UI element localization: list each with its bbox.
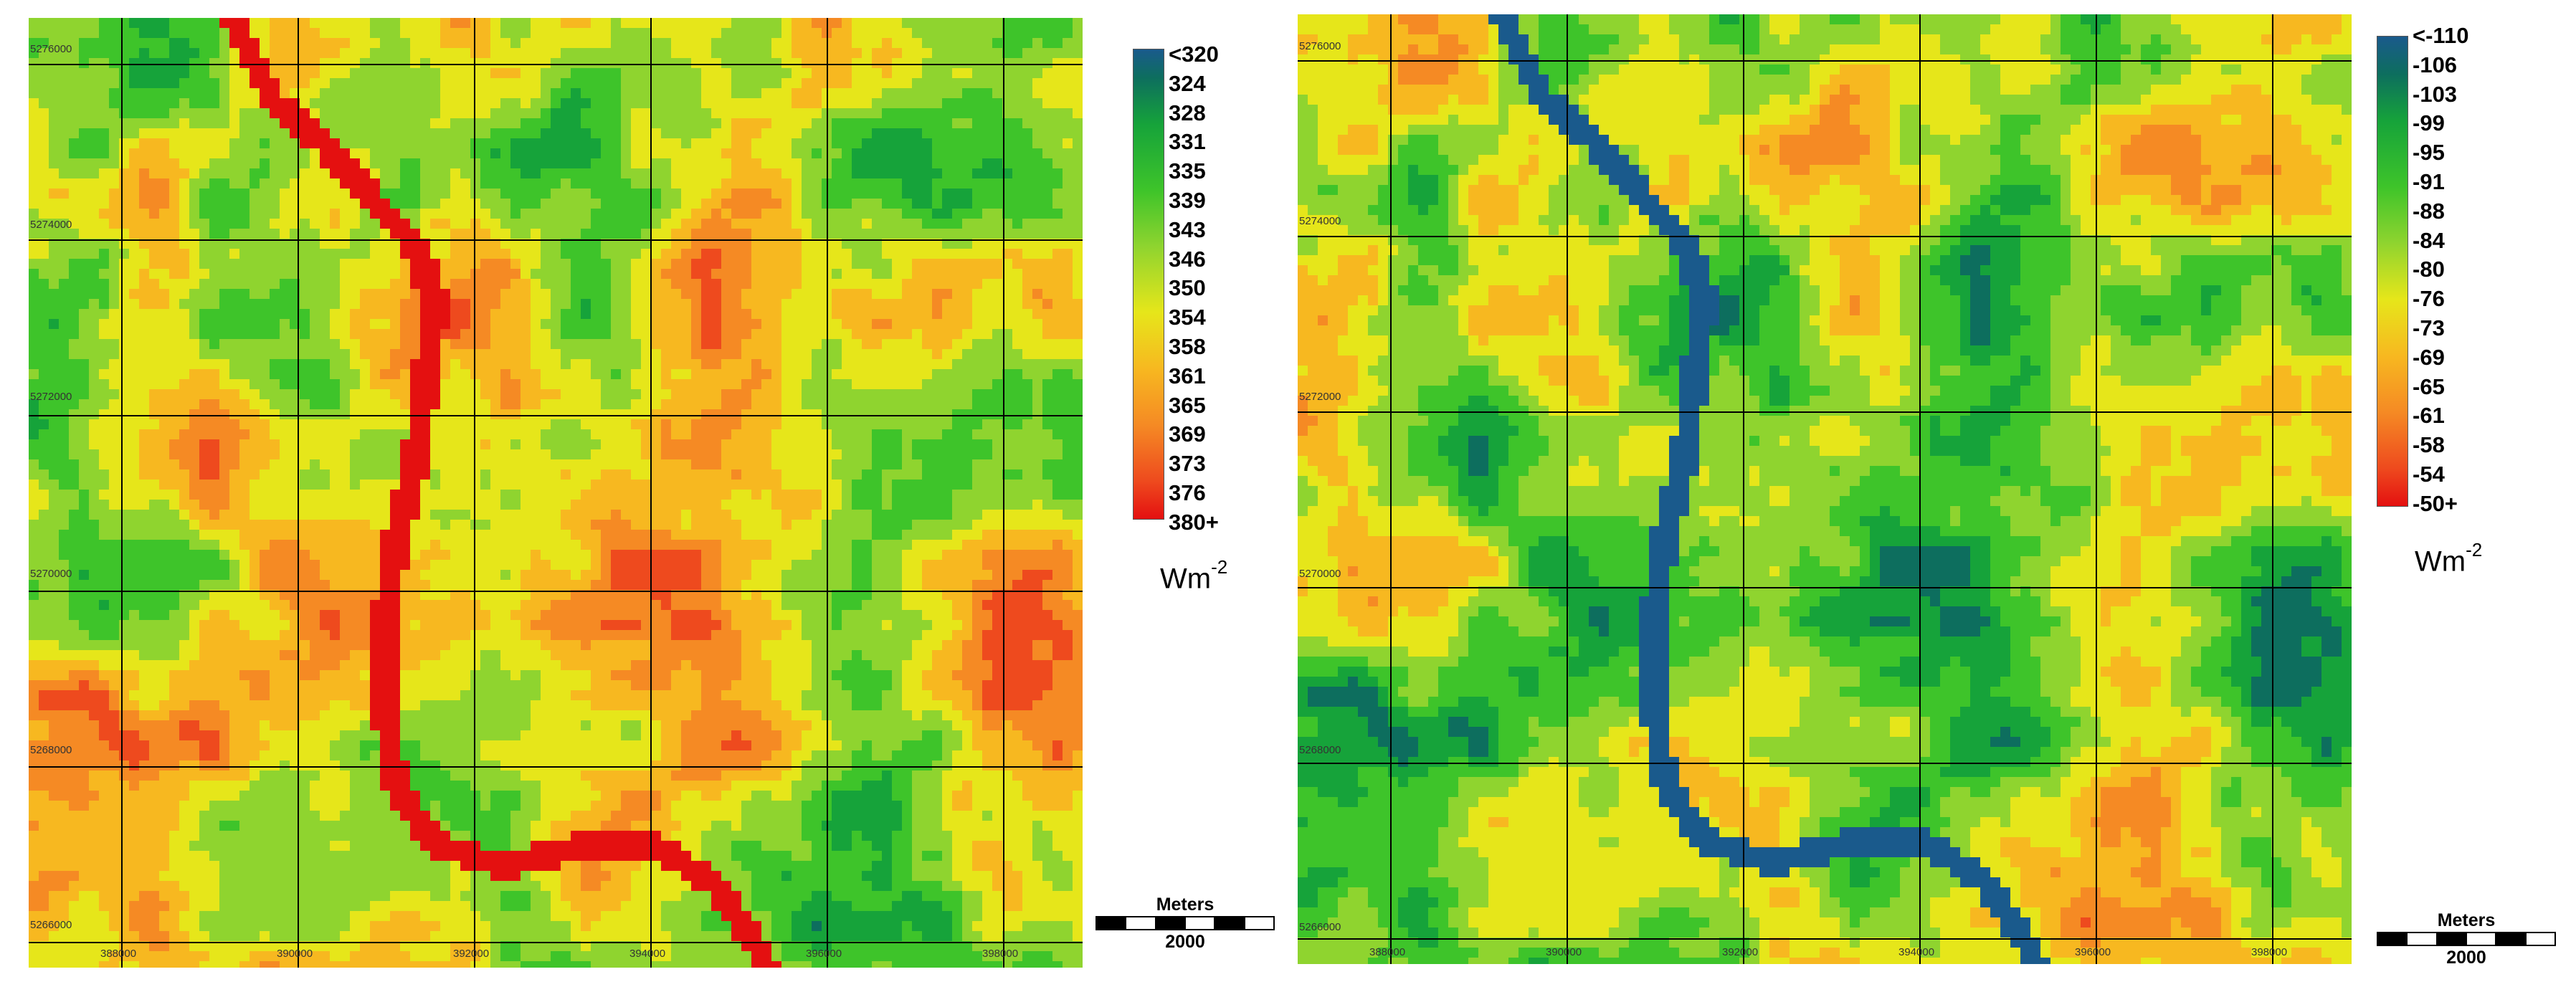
legend-label: -58: [2413, 431, 2468, 460]
right-northing-label: 5274000: [1299, 215, 1341, 227]
right-northing-label: 5276000: [1299, 40, 1341, 52]
left-easting-label: 398000: [982, 948, 1018, 960]
left-easting-label: 394000: [629, 948, 665, 960]
left-northing-label: 5272000: [30, 391, 72, 403]
scale-bar-title: Meters: [2377, 910, 2556, 930]
legend-label: -54: [2413, 460, 2468, 490]
right-northing-label: 5270000: [1299, 568, 1341, 580]
left-easting-label: 392000: [453, 948, 489, 960]
left-northing-label: 5270000: [30, 568, 72, 580]
legend-label: -76: [2413, 285, 2468, 314]
legend-label: -103: [2413, 80, 2468, 110]
legend-label: 328: [1169, 99, 1219, 128]
left-scale-bar: Meters 2000: [1095, 895, 1275, 952]
unit-text: Wm: [1160, 563, 1211, 594]
legend-label: 369: [1169, 420, 1219, 449]
legend-label: 324: [1169, 70, 1219, 99]
right-map-panel: 5276000 5274000 5272000 5270000 5268000 …: [1283, 0, 2576, 992]
right-legend-colorbar: [2377, 36, 2408, 507]
left-northing-label: 5276000: [30, 43, 72, 55]
right-scale-bar: Meters 2000: [2377, 910, 2556, 968]
legend-label: -91: [2413, 168, 2468, 197]
legend-label: 343: [1169, 216, 1219, 245]
legend-label: 350: [1169, 274, 1219, 303]
legend-label: 335: [1169, 157, 1219, 186]
unit-exponent: -2: [1211, 556, 1227, 578]
left-easting-label: 388000: [100, 948, 136, 960]
legend-label: -69: [2413, 343, 2468, 373]
scale-bar-title: Meters: [1095, 895, 1275, 915]
legend-label: 331: [1169, 128, 1219, 157]
right-easting-label: 398000: [2251, 946, 2287, 958]
left-easting-label: 396000: [806, 948, 842, 960]
left-northing-label: 5274000: [30, 219, 72, 231]
left-legend-labels: <320 324 328 331 335 339 343 346 350 354…: [1169, 40, 1219, 538]
scale-bar-graphic: [2377, 932, 2556, 946]
legend-label: -65: [2413, 373, 2468, 402]
right-northing-label: 5272000: [1299, 391, 1341, 403]
legend-label: -84: [2413, 226, 2468, 256]
legend-label: -88: [2413, 197, 2468, 226]
legend-label: -80: [2413, 255, 2468, 285]
legend-label: -99: [2413, 109, 2468, 138]
right-easting-label: 388000: [1369, 946, 1405, 958]
legend-label: 358: [1169, 333, 1219, 362]
legend-label: -73: [2413, 314, 2468, 343]
right-easting-label: 396000: [2075, 946, 2111, 958]
scale-bar-value: 2000: [2377, 948, 2556, 968]
legend-label: <320: [1169, 40, 1219, 70]
legend-label: -50+: [2413, 490, 2468, 519]
right-easting-label: 390000: [1546, 946, 1582, 958]
legend-label: -61: [2413, 401, 2468, 431]
legend-label: -95: [2413, 138, 2468, 168]
right-easting-label: 394000: [1898, 946, 1934, 958]
left-unit-label: Wm-2: [1160, 556, 1227, 595]
legend-label: 361: [1169, 362, 1219, 391]
legend-label: 376: [1169, 479, 1219, 508]
legend-label: 365: [1169, 391, 1219, 421]
left-legend-colorbar: [1133, 49, 1164, 520]
legend-label: <-110: [2413, 22, 2468, 51]
right-easting-label: 392000: [1722, 946, 1758, 958]
scale-bar-value: 2000: [1095, 932, 1275, 952]
legend-label: 354: [1169, 303, 1219, 333]
right-northing-label: 5266000: [1299, 921, 1341, 933]
left-northing-label: 5266000: [30, 919, 72, 931]
unit-text: Wm: [2415, 545, 2466, 577]
unit-exponent: -2: [2466, 539, 2482, 561]
right-northing-label: 5268000: [1299, 744, 1341, 756]
legend-label: 373: [1169, 449, 1219, 479]
legend-label: 380+: [1169, 508, 1219, 538]
legend-label: 339: [1169, 186, 1219, 216]
left-northing-label: 5268000: [30, 744, 72, 756]
right-unit-label: Wm-2: [2415, 539, 2482, 578]
left-map-panel: 5276000 5274000 5272000 5270000 5268000 …: [0, 0, 1275, 992]
legend-label: 346: [1169, 245, 1219, 275]
left-easting-label: 390000: [277, 948, 313, 960]
legend-label: -106: [2413, 51, 2468, 80]
left-raster-map[interactable]: [29, 18, 1083, 968]
scale-bar-graphic: [1095, 916, 1275, 930]
right-raster-map[interactable]: [1298, 14, 2352, 964]
right-legend-labels: <-110 -106 -103 -99 -95 -91 -88 -84 -80 …: [2413, 22, 2468, 519]
